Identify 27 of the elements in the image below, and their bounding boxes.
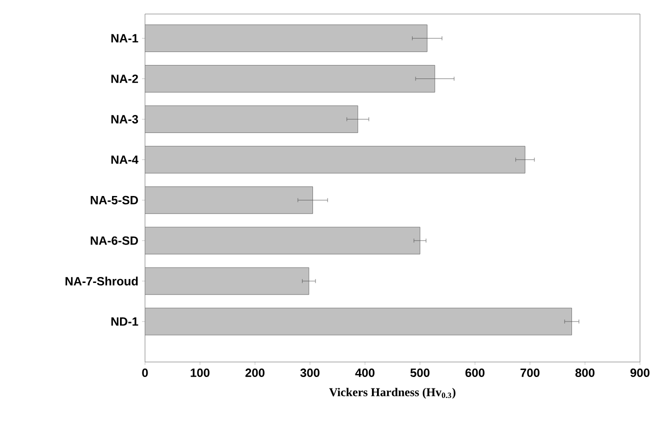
bar — [145, 24, 428, 52]
x-tick-label: 300 — [300, 368, 320, 378]
y-tick-label: NA-1 — [111, 34, 138, 42]
y-tick-label: NA-3 — [111, 114, 138, 124]
x-tick-label: 100 — [190, 368, 210, 377]
x-axis-title: Vickers Hardness (Hv$_{0.3}$) — [329, 388, 456, 399]
y-tick-label: NA-4 — [111, 156, 138, 164]
x-tick-label: 600 — [465, 368, 484, 377]
y-tick-label: NA-7-Shroud — [66, 276, 138, 286]
x-tick-label: 0 — [142, 368, 148, 377]
bar — [145, 308, 572, 336]
y-tick-label: NA-2 — [111, 74, 138, 83]
x-tick-label: 900 — [630, 368, 650, 377]
y-tick-label: NA-6-SD — [90, 236, 138, 245]
bar — [145, 186, 313, 214]
bar — [145, 267, 310, 295]
bar — [145, 106, 358, 133]
y-tick-label: ND-1 — [111, 317, 138, 326]
bar — [145, 226, 420, 254]
x-tick-label: 400 — [355, 368, 374, 377]
x-tick-label: 700 — [520, 368, 540, 377]
bar — [145, 65, 436, 92]
y-tick-label: NA-5-SD — [90, 196, 138, 204]
x-tick-label: 200 — [245, 368, 264, 377]
x-tick-label: 800 — [575, 368, 594, 377]
x-tick-label: 500 — [410, 368, 430, 377]
bar — [145, 146, 526, 174]
